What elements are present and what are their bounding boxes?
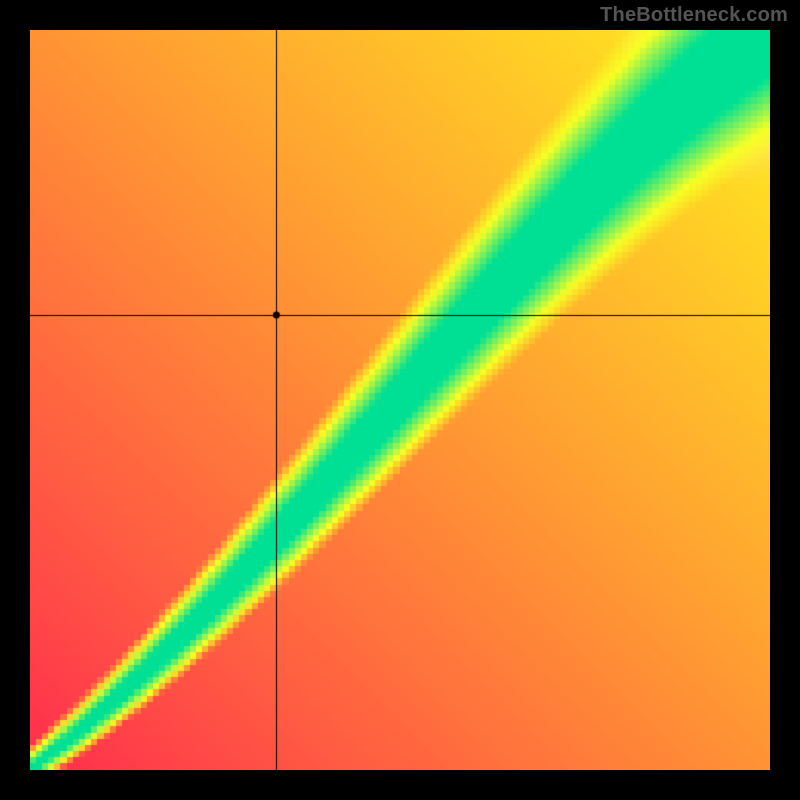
bottleneck-heatmap — [30, 30, 770, 770]
watermark-text: TheBottleneck.com — [600, 4, 788, 27]
chart-container: TheBottleneck.com — [0, 0, 800, 800]
